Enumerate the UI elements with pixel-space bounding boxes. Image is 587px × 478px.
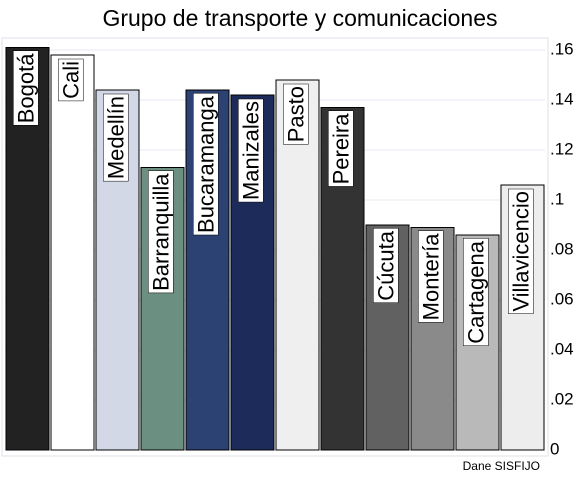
bar xyxy=(50,54,95,451)
x-tick-label: Cali xyxy=(58,61,83,99)
x-tick-label: Manizales xyxy=(238,101,263,200)
chart-title: Grupo de transporte y comunicaciones xyxy=(102,5,497,31)
y-tick-label: .06 xyxy=(550,289,574,308)
label-box xyxy=(283,83,309,145)
label-box xyxy=(103,93,129,182)
y-tick-label: .14 xyxy=(550,89,574,108)
bar-label: Pasto xyxy=(283,83,309,145)
x-tick-label: Medellín xyxy=(103,96,128,179)
label-box xyxy=(193,92,219,236)
x-tick-label: Pasto xyxy=(283,86,308,142)
y-tick-label: 0 xyxy=(550,439,559,458)
bar-label: Medellín xyxy=(103,93,129,182)
label-box xyxy=(238,98,264,203)
x-tick-label: Barranquilla xyxy=(148,173,173,291)
x-tick-label: Montería xyxy=(418,233,443,321)
x-tick-label: Villavicencio xyxy=(508,191,533,312)
x-tick-label: Cúcuta xyxy=(373,230,398,300)
label-box xyxy=(418,230,444,323)
bar-label: Manizales xyxy=(238,98,264,203)
bar-label: Pereira xyxy=(328,110,354,187)
y-tick-label: .1 xyxy=(550,189,564,208)
bar-label: Bucaramanga xyxy=(193,92,219,236)
label-box xyxy=(328,110,354,187)
label-box xyxy=(373,227,399,303)
y-tick-label: .16 xyxy=(550,39,574,58)
label-box xyxy=(58,58,84,102)
bar-label: Cartagena xyxy=(463,237,489,346)
x-tick-label: Bogotá xyxy=(13,53,38,123)
x-tick-label: Cartagena xyxy=(463,240,488,344)
label-box xyxy=(463,237,489,346)
x-tick-label: Bucaramanga xyxy=(193,95,218,233)
bar-label: Montería xyxy=(418,230,444,323)
bar-label: Bogotá xyxy=(13,50,39,126)
source: Dane SISFIJO xyxy=(463,459,540,473)
bar-label: Cali xyxy=(58,58,84,102)
y-tick-label: .08 xyxy=(550,239,574,258)
x-tick-label: Pereira xyxy=(328,113,353,185)
label-box xyxy=(508,188,534,314)
label-box xyxy=(13,50,39,126)
y-tick-label: .04 xyxy=(550,339,574,358)
label-box xyxy=(148,170,174,294)
bar-label: Villavicencio xyxy=(508,188,534,314)
y-tick-label: .12 xyxy=(550,139,574,158)
y-tick-label: .02 xyxy=(550,389,574,408)
plot-frame xyxy=(1,37,549,457)
bar-label: Barranquilla xyxy=(148,170,174,294)
bar-label: Cúcuta xyxy=(373,227,399,303)
